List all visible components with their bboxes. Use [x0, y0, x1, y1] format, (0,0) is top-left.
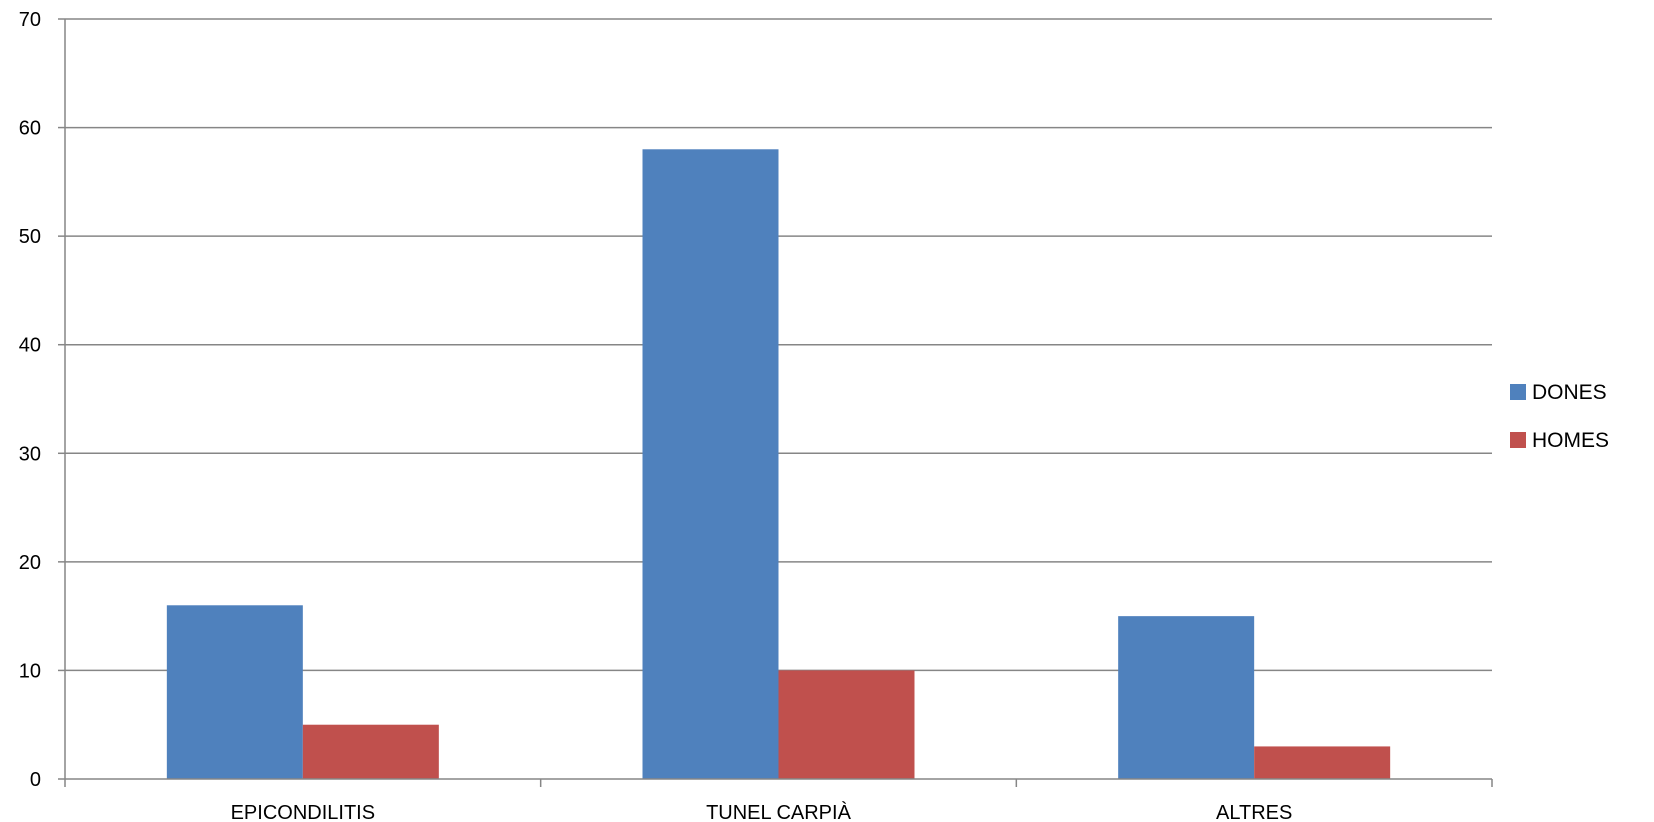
- legend-swatch-homes: [1510, 432, 1526, 448]
- x-category-label: TUNEL CARPIÀ: [706, 801, 852, 822]
- bar-dones-1: [166, 605, 303, 779]
- bar-homes-3: [1254, 746, 1391, 779]
- y-axis-ticks: 0 10 20 30 40 50 60 70: [19, 9, 65, 791]
- bar-dones-3: [1118, 616, 1255, 779]
- y-tick-label: 30: [19, 443, 41, 465]
- y-tick-label: 40: [19, 335, 41, 357]
- bar-homes-1: [302, 724, 439, 779]
- x-axis-ticks: EPICONDILITIS TUNEL CARPIÀ ALTRES: [64, 779, 1493, 822]
- x-category-label: EPICONDILITIS: [231, 802, 375, 822]
- y-tick-label: 50: [19, 226, 41, 248]
- y-tick-label: 20: [19, 552, 41, 574]
- bar-homes-2: [778, 670, 915, 779]
- x-category-label: ALTRES: [1216, 802, 1292, 822]
- legend-label-dones: DONES: [1532, 381, 1607, 404]
- bar-dones-2: [642, 149, 779, 780]
- legend: DONES HOMES: [1510, 381, 1609, 452]
- legend-label-homes: HOMES: [1532, 429, 1609, 452]
- y-tick-label: 10: [19, 660, 41, 682]
- legend-swatch-dones: [1510, 384, 1526, 400]
- y-tick-label: 70: [19, 9, 41, 31]
- axes: [64, 19, 1492, 780]
- bars: [166, 149, 1391, 780]
- y-tick-label: 60: [19, 118, 41, 140]
- y-tick-label: 0: [30, 769, 41, 791]
